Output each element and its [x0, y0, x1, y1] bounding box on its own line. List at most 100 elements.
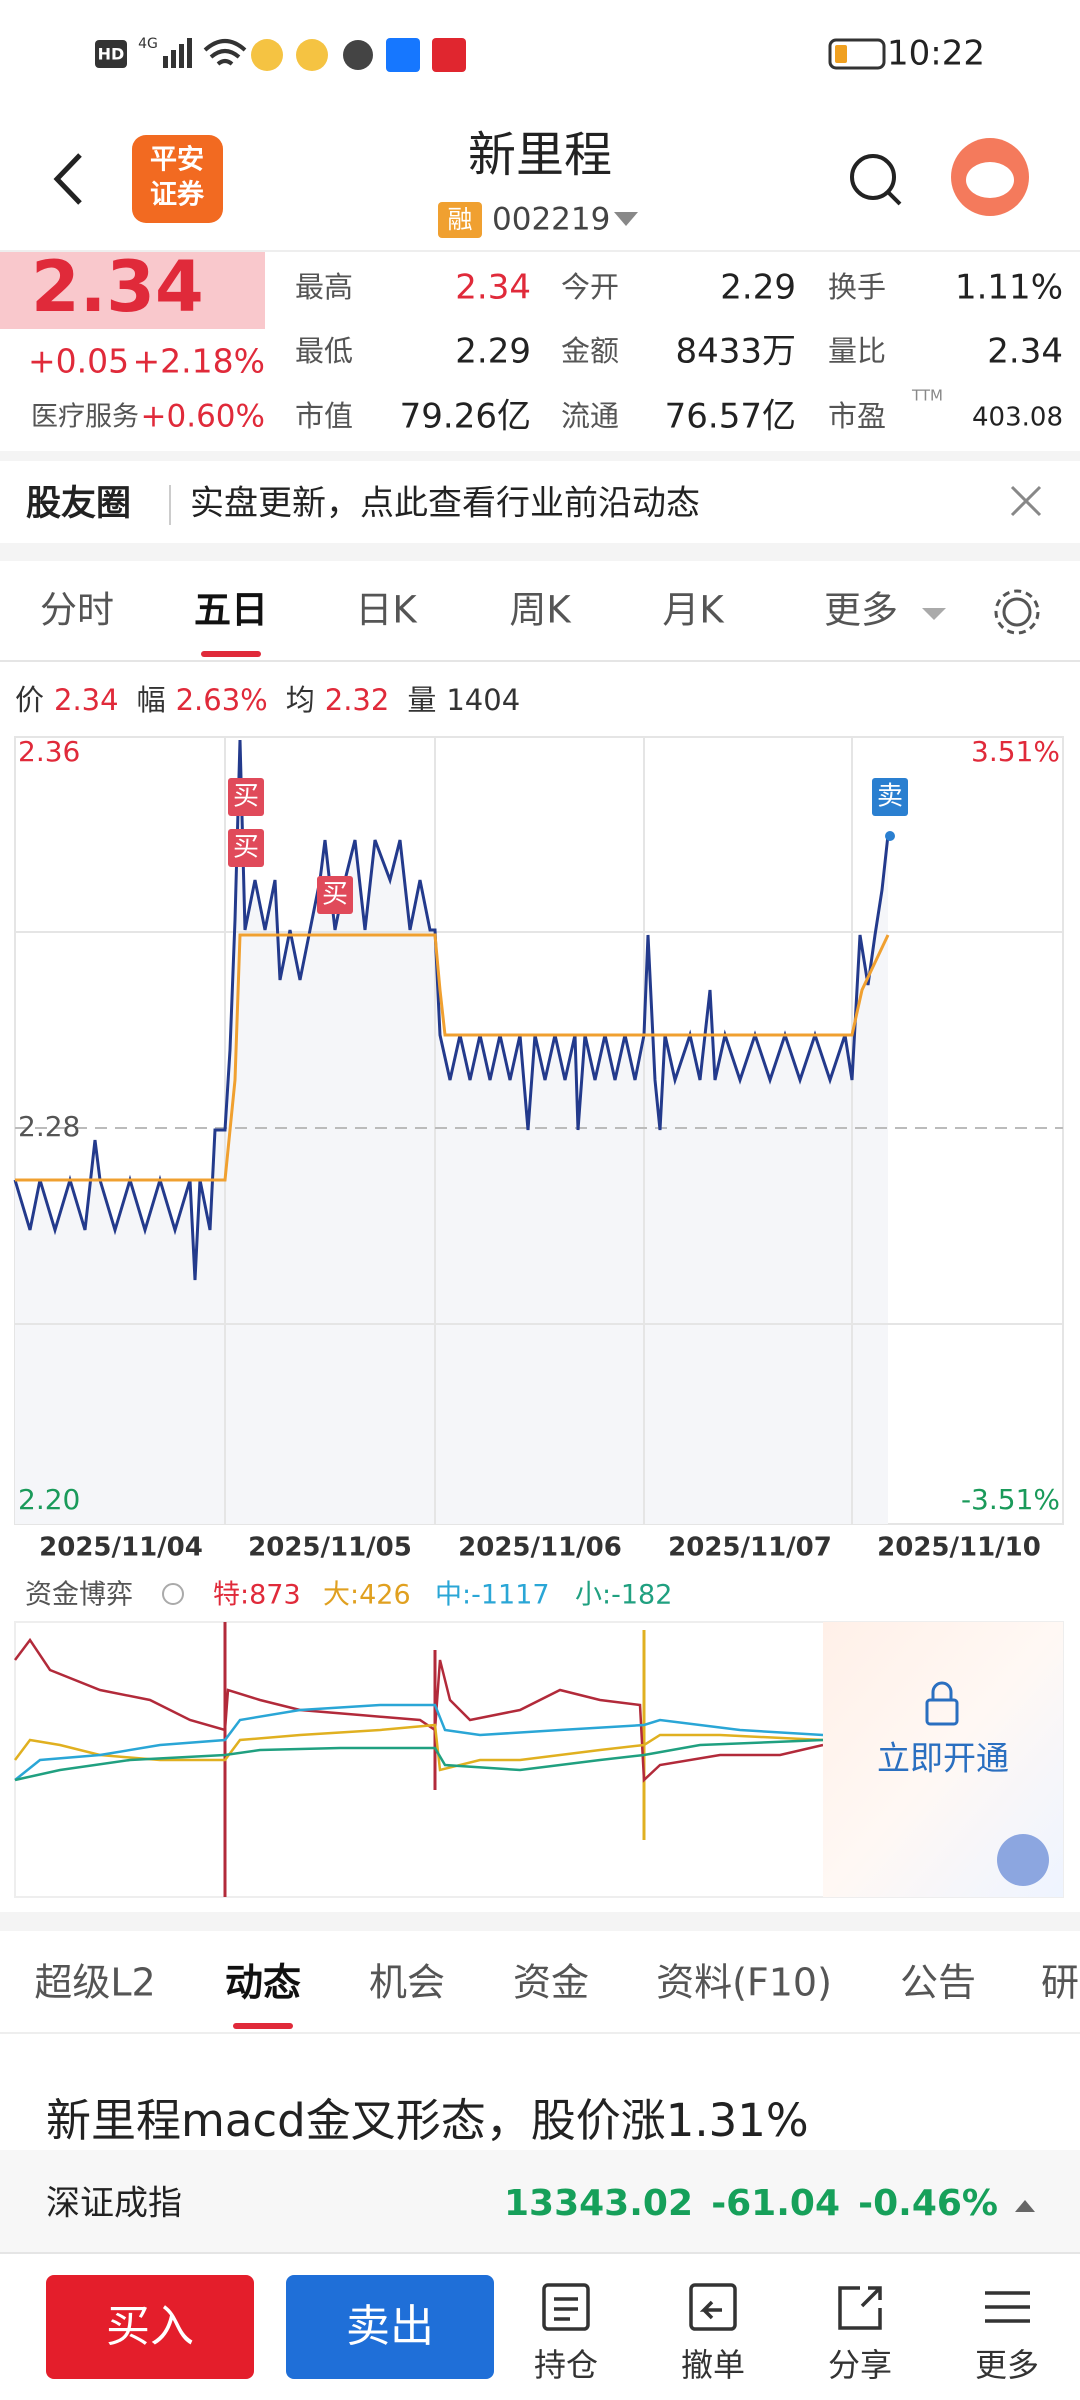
- stat-value: 8433万: [675, 332, 796, 372]
- chart-tab[interactable]: 更多: [824, 589, 898, 632]
- info-tab[interactable]: 公告: [900, 1961, 976, 2005]
- index-bar[interactable]: [0, 2150, 1080, 2252]
- close-banner[interactable]: [1010, 485, 1042, 517]
- index-value: 13343.02: [504, 2183, 693, 2224]
- search-handle: [886, 190, 902, 206]
- nav-item[interactable]: 撤单: [681, 2346, 745, 2384]
- info-label: 价: [15, 683, 44, 717]
- fund-line-large: [14, 1723, 824, 1772]
- lock-shackle: [931, 1681, 953, 1700]
- price-change: +0.05: [28, 342, 129, 381]
- fund-item: 小:-182: [575, 1580, 672, 1611]
- sell-marker-text: 卖: [877, 782, 903, 812]
- fund-item: 特:873: [213, 1580, 301, 1611]
- stat-value: 79.26亿: [400, 397, 531, 437]
- buy-marker-text: 买: [322, 880, 348, 910]
- nav-item[interactable]: 更多: [975, 2346, 1039, 2384]
- sector-change: +0.60%: [141, 399, 265, 435]
- active-tab-indicator: [233, 2023, 293, 2029]
- section-gap: [0, 1912, 1080, 1931]
- date-label: 2025/11/10: [877, 1533, 1041, 1563]
- app-icon: [296, 39, 328, 71]
- info-tab[interactable]: 动态: [225, 1961, 301, 2005]
- stock-name: 新里程: [468, 127, 612, 183]
- price-highlight: [0, 252, 265, 329]
- unlock-button[interactable]: 立即开通: [877, 1739, 1009, 1778]
- fund-item: 中:-1117: [435, 1580, 550, 1611]
- chart-tab[interactable]: 月K: [662, 589, 725, 632]
- settings-button[interactable]: [1002, 597, 1032, 627]
- buy-marker: [317, 876, 353, 914]
- community-text[interactable]: 实盘更新，点此查看行业前沿动态: [190, 484, 700, 524]
- info-tab[interactable]: 资料(F10): [656, 1961, 832, 2005]
- nav-icons: [542, 2283, 1030, 2331]
- signal-icon: [163, 38, 192, 68]
- back-button[interactable]: [53, 153, 82, 205]
- price-change-pct: +2.18%: [133, 342, 265, 381]
- average-line: [15, 933, 890, 1182]
- battery-icon: [828, 38, 886, 70]
- stat-label: 最低: [295, 334, 353, 368]
- margin-badge: [438, 202, 482, 238]
- fund-title: 资金博弈: [25, 1580, 133, 1611]
- stat-value: 2.34: [455, 268, 531, 308]
- fund-item: 大:426: [323, 1580, 411, 1611]
- hd-text: HD: [98, 45, 125, 64]
- info-icon[interactable]: [162, 1583, 184, 1605]
- buy-button-text: 买入: [106, 2301, 194, 2352]
- wechat-icon: [343, 40, 373, 70]
- buy-button[interactable]: [46, 2275, 254, 2379]
- nav-item[interactable]: 持仓: [534, 2346, 598, 2384]
- code-dropdown[interactable]: [614, 212, 638, 226]
- sell-button[interactable]: [286, 2275, 494, 2379]
- latest-point: [885, 831, 895, 841]
- search-button[interactable]: [850, 154, 896, 200]
- section-gap: [0, 451, 1080, 461]
- date-label: 2025/11/04: [39, 1533, 203, 1563]
- news-headline[interactable]: 新里程macd金叉形态，股价涨1.31%: [46, 2094, 809, 2147]
- stat-label: 换手: [828, 270, 886, 304]
- stat-label: 今开: [561, 270, 619, 304]
- section-gap: [0, 543, 1080, 561]
- lock-icon: [925, 1698, 959, 1726]
- info-label: 幅: [137, 683, 166, 717]
- info-tab[interactable]: 超级L2: [34, 1961, 155, 2005]
- index-change: -61.04: [711, 2183, 840, 2224]
- fund-line-medium: [14, 1703, 824, 1781]
- chart-tab[interactable]: 日K: [355, 589, 418, 632]
- index-expand[interactable]: [1015, 2200, 1035, 2212]
- index-name: 深证成指: [46, 2184, 182, 2224]
- info-tab[interactable]: 资金: [513, 1961, 589, 2005]
- sector-name: 医疗服务: [31, 402, 139, 433]
- stat-label: 量比: [828, 334, 886, 368]
- more-dropdown[interactable]: [922, 608, 946, 620]
- settings-gear: [994, 589, 1040, 635]
- nav-item[interactable]: 分享: [828, 2346, 892, 2384]
- info-value: 2.63%: [176, 683, 268, 717]
- stat-value: 2.34: [987, 332, 1063, 372]
- chart-tab[interactable]: 周K: [509, 589, 572, 632]
- info-value: 2.34: [54, 683, 119, 717]
- app-icon: [251, 39, 283, 71]
- axis-high: 2.36: [18, 735, 80, 768]
- stat-label: 流通: [561, 399, 619, 433]
- stat-label: 最高: [295, 270, 353, 304]
- info-tab[interactable]: 机会: [369, 1961, 445, 2005]
- sell-button-text: 卖出: [346, 2301, 434, 2352]
- axis-prev-close: 2.28: [18, 1110, 80, 1143]
- stat-value: 2.29: [455, 332, 531, 372]
- info-tab[interactable]: 研: [1041, 1961, 1079, 2005]
- buy-marker: [228, 778, 264, 816]
- logo-text: 平安: [150, 145, 204, 176]
- chart-tab[interactable]: 五日: [194, 589, 268, 632]
- broker-logo[interactable]: [132, 135, 223, 223]
- logo-text: 证券: [150, 179, 205, 211]
- stat-label: 金额: [561, 334, 619, 368]
- avatar-face: [966, 162, 1014, 198]
- ttm-label: TTM: [911, 387, 943, 405]
- stat-label: 市盈: [828, 399, 886, 433]
- stat-value: 2.29: [720, 268, 796, 308]
- chart-tab[interactable]: 分时: [40, 589, 114, 632]
- expand-button[interactable]: [997, 1834, 1049, 1886]
